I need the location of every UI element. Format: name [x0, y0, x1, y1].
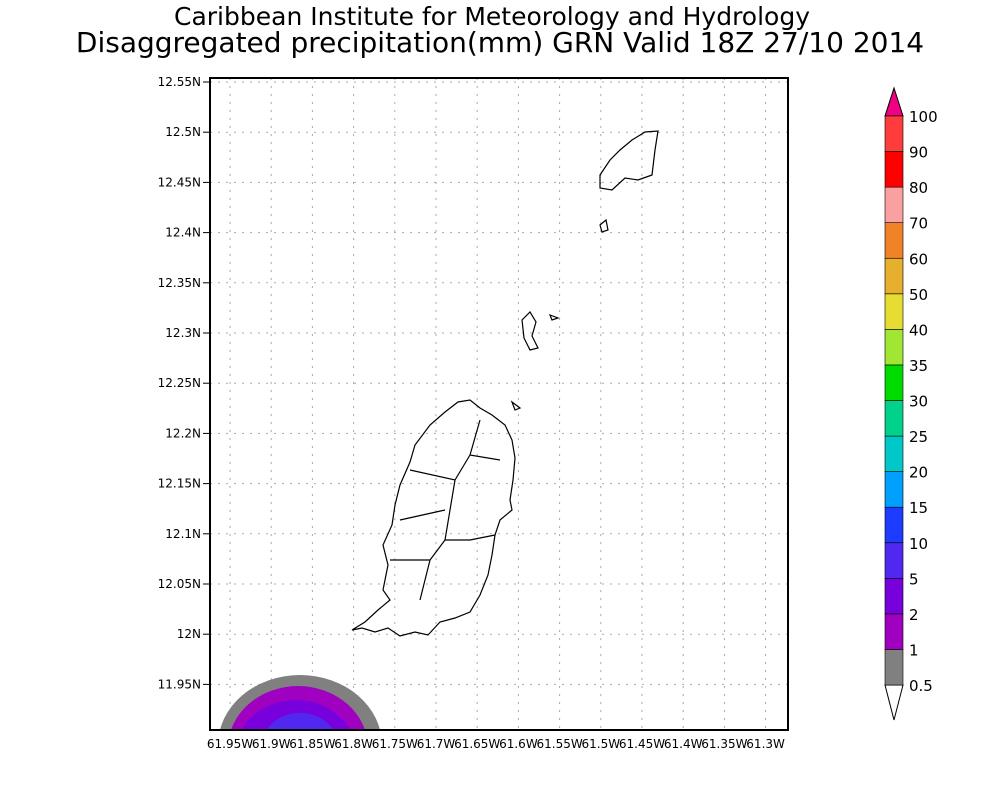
grenada-main-island [351, 399, 516, 637]
x-tick-label: 61.3W [746, 737, 785, 751]
colorbar-segment [884, 400, 904, 437]
coastline [351, 130, 659, 637]
colorbar-segment [884, 649, 904, 686]
colorbar-label: 70 [909, 215, 928, 233]
small-island-3 [548, 313, 560, 321]
colorbar-label: 80 [909, 179, 928, 197]
colorbar-segment [884, 471, 904, 508]
y-tick-label: 12.25N [158, 376, 201, 390]
colorbar-label: 25 [909, 428, 928, 446]
colorbar-label: 100 [909, 108, 938, 126]
y-tick-label: 12.05N [158, 577, 201, 591]
y-tick-label: 12.2N [165, 426, 201, 440]
precipitation-field [219, 675, 381, 730]
carriacou-island [599, 130, 659, 191]
y-tick-label: 12.15N [158, 477, 201, 491]
colorbar-segment [884, 542, 904, 579]
small-island-1 [599, 218, 609, 233]
y-tick-label: 12.4N [165, 226, 201, 240]
colorbar-segment [884, 364, 904, 401]
x-tick-label: 61.65W [454, 737, 500, 751]
colorbar-segment [884, 151, 904, 188]
colorbar-segment [884, 257, 904, 295]
grid-lines [210, 78, 788, 730]
map-title: Disaggregated precipitation(mm) GRN Vali… [75, 26, 925, 59]
small-island-4 [510, 400, 522, 411]
x-tick-label: 61.85W [289, 737, 335, 751]
x-tick-label: 61.35W [701, 737, 747, 751]
x-axis-ticks: 61.95W61.9W61.85W61.8W61.75W61.7W61.65W6… [207, 737, 785, 751]
colorbar-label: 35 [909, 357, 928, 375]
y-tick-label: 12.1N [165, 527, 201, 541]
y-tick-label: 12.45N [158, 175, 201, 189]
colorbar-label: 1 [909, 641, 919, 659]
colorbar-segment [884, 222, 904, 259]
x-tick-label: 61.6W [499, 737, 538, 751]
y-tick-label: 11.95N [158, 677, 201, 691]
colorbar-label: 5 [909, 570, 919, 588]
y-tick-label: 12N [177, 627, 201, 641]
x-tick-label: 61.95W [207, 737, 253, 751]
colorbar-segment [884, 613, 904, 650]
colorbar-label: 20 [909, 464, 928, 482]
colorbar-label: 40 [909, 321, 928, 339]
colorbar-label: 60 [909, 250, 928, 268]
colorbar-label: 30 [909, 393, 928, 411]
y-tick-label: 12.3N [165, 326, 201, 340]
grenada-parishes [390, 419, 501, 601]
x-tick-label: 61.7W [417, 737, 456, 751]
colorbar-segment [884, 329, 904, 366]
institute-title: Caribbean Institute for Meteorology and … [174, 2, 810, 31]
colorbar-segment [884, 578, 904, 615]
colorbar-min-arrow [884, 684, 904, 721]
x-tick-label: 61.4W [664, 737, 703, 751]
x-tick-label: 61.45W [619, 737, 665, 751]
colorbar-label: 90 [909, 144, 928, 162]
x-tick-label: 61.5W [582, 737, 621, 751]
y-tick-label: 12.5N [165, 125, 201, 139]
colorbar-label: 10 [909, 535, 928, 553]
colorbar-label: 15 [909, 499, 928, 517]
colorbar-label: 2 [909, 606, 919, 624]
colorbar-label: 0.5 [909, 677, 933, 695]
colorbar-segment [884, 186, 904, 223]
y-axis-ticks: 12.55N 12.5N 12.45N 12.4N 12.35N 12.3N 12.25N 1… [158, 75, 210, 691]
colorbar-max-arrow [884, 86, 904, 117]
x-tick-label: 61.75W [372, 737, 418, 751]
y-tick-label: 12.55N [158, 75, 201, 89]
colorbar-label: 50 [909, 286, 928, 304]
colorbar-segment [884, 506, 904, 544]
plot-frame [209, 77, 789, 731]
x-tick-label: 61.9W [252, 737, 291, 751]
colorbar-segment [884, 115, 904, 152]
colorbar-segment [884, 293, 904, 330]
precip-contour-5 [266, 713, 334, 730]
colorbar-segment [884, 435, 904, 472]
x-tick-label: 61.8W [334, 737, 373, 751]
small-island-2 [521, 311, 539, 351]
y-tick-label: 12.35N [158, 276, 201, 290]
x-tick-label: 61.55W [536, 737, 582, 751]
